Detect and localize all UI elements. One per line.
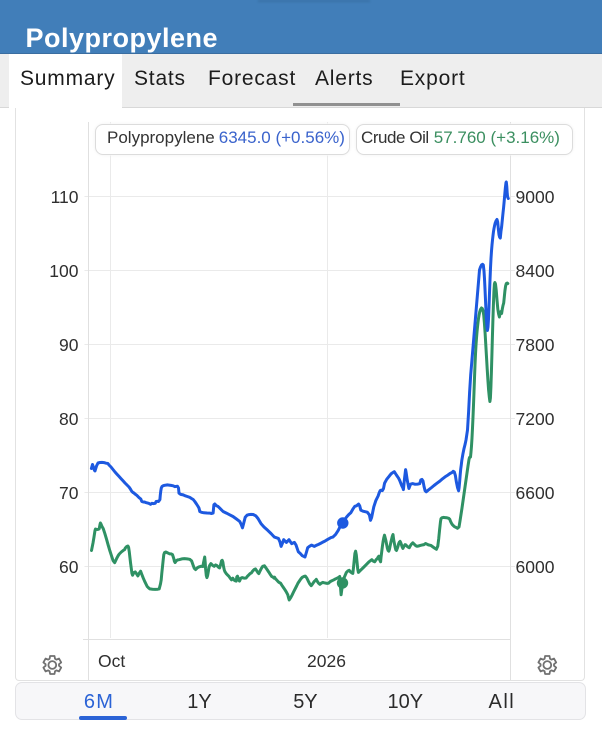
svg-text:110: 110: [51, 187, 79, 207]
svg-text:70: 70: [59, 483, 79, 503]
svg-text:60: 60: [59, 557, 79, 577]
svg-text:Oct: Oct: [98, 651, 125, 671]
svg-text:6000: 6000: [516, 557, 555, 577]
svg-text:2026: 2026: [307, 651, 346, 671]
svg-text:100: 100: [49, 261, 78, 281]
svg-text:8400: 8400: [516, 261, 555, 281]
svg-text:9000: 9000: [516, 187, 555, 207]
svg-text:7200: 7200: [516, 409, 555, 429]
svg-text:80: 80: [59, 409, 79, 429]
svg-text:6600: 6600: [516, 483, 555, 503]
svg-text:90: 90: [59, 335, 79, 355]
svg-text:7800: 7800: [516, 335, 555, 355]
